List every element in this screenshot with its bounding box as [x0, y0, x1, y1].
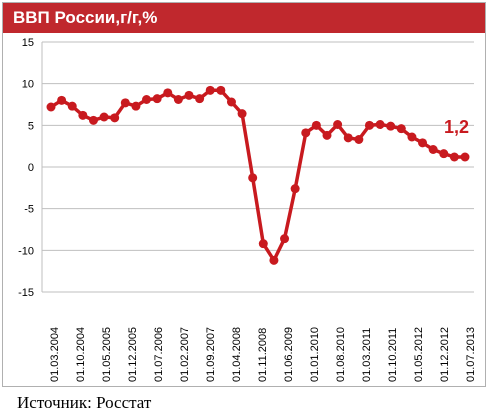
data-point: [407, 132, 417, 142]
y-tick-label: -15: [18, 287, 34, 299]
x-tick-label: 01.03.2011: [361, 328, 373, 382]
x-axis-ticks: 01.03.2004 01.10.2004 01.05.2005 01.12.2005…: [49, 327, 477, 382]
x-tick-label: 01.05.2012: [413, 327, 425, 382]
data-point: [110, 113, 120, 123]
data-point: [301, 128, 311, 138]
y-tick-label: -10: [18, 245, 34, 257]
x-tick-label: 01.01.2010: [309, 327, 321, 382]
data-point: [88, 115, 98, 125]
data-point: [78, 110, 88, 120]
data-point: [152, 94, 162, 104]
last-value-label: 1,2: [444, 117, 469, 137]
data-point: [205, 85, 215, 95]
chart-title: ВВП России,г/г,%: [13, 8, 158, 27]
x-tick-label: 01.06.2009: [283, 327, 295, 382]
data-point: [163, 88, 173, 98]
x-tick-label: 01.05.2005: [101, 327, 113, 382]
data-point: [386, 121, 396, 131]
data-point: [173, 95, 183, 104]
x-tick-label: 01.07.2006: [153, 327, 165, 382]
annotations: 1,2: [444, 117, 469, 137]
source-note: Источник: Росстат: [17, 393, 152, 412]
x-tick-label: 01.08.2010: [335, 327, 347, 382]
gdp-line-chart: 15 10 5 0 -5 -10 -15 01.03.2004 01.10.2004 01.05…: [18, 37, 477, 382]
x-tick-label: 01.07.2013: [465, 327, 477, 382]
data-point: [333, 120, 343, 129]
data-point: [375, 120, 385, 129]
y-tick-label: 5: [28, 120, 34, 132]
x-tick-label: 01.11.2008: [257, 328, 269, 382]
data-point: [57, 95, 67, 105]
data-point: [99, 112, 109, 122]
data-point: [269, 255, 279, 265]
data-point: [46, 102, 56, 112]
data-point: [258, 239, 268, 249]
title-bar: ВВП России,г/г,%: [3, 3, 485, 33]
data-point: [354, 135, 364, 144]
y-tick-label: -5: [24, 204, 34, 216]
x-tick-label: 01.02.2007: [179, 327, 191, 382]
data-point: [343, 133, 353, 143]
data-point: [280, 234, 290, 244]
x-tick-label: 01.10.2004: [75, 327, 87, 382]
x-tick-label: 01.10.2011: [387, 328, 399, 382]
x-tick-label: 01.04.2008: [231, 327, 243, 382]
y-tick-label: 10: [22, 79, 34, 91]
data-point: [237, 109, 247, 119]
data-point: [226, 97, 236, 107]
y-axis-ticks: 15 10 5 0 -5 -10 -15: [18, 37, 34, 299]
data-point: [396, 124, 406, 134]
x-tick-label: 01.03.2004: [49, 327, 61, 382]
x-tick-label: 01.12.2005: [127, 327, 139, 382]
data-point: [449, 152, 459, 162]
y-tick-label: 15: [22, 37, 34, 49]
data-point: [364, 120, 374, 130]
data-point: [460, 152, 470, 162]
series-line: [50, 88, 465, 263]
y-tick-label: 0: [28, 162, 34, 174]
data-point: [439, 149, 449, 159]
data-point: [418, 138, 428, 148]
x-tick-label: 01.12.2012: [439, 327, 451, 382]
data-point: [195, 94, 205, 104]
grid-lines: [41, 41, 474, 293]
data-point: [311, 120, 321, 130]
data-point: [142, 95, 152, 104]
data-point: [248, 173, 258, 183]
data-point: [131, 101, 141, 111]
data-point: [184, 90, 194, 100]
data-point: [67, 101, 77, 111]
data-point: [322, 130, 332, 140]
x-tick-label: 01.09.2007: [205, 327, 217, 382]
data-point: [290, 184, 300, 194]
data-point: [120, 98, 130, 108]
chart-frame: ВВП России,г/г,%: [2, 2, 486, 387]
data-point: [428, 145, 438, 154]
series-gdp: [46, 85, 470, 265]
data-point: [216, 85, 226, 95]
